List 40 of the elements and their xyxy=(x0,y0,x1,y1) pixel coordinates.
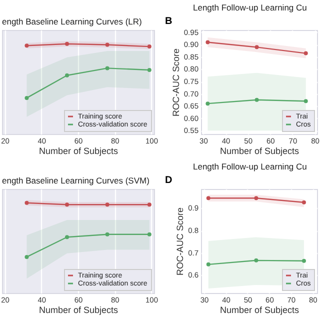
point xyxy=(304,51,308,56)
chart-title: ength Baseline Learning Curves (SVM) xyxy=(2,176,150,186)
point xyxy=(105,66,110,70)
point xyxy=(254,98,259,102)
point xyxy=(24,44,29,48)
chart-title: ength Baseline Learning Curves (LR) xyxy=(2,16,142,26)
x-axis-title: Number of Subjects xyxy=(38,305,119,315)
point xyxy=(105,232,110,236)
x-axis-title: Number of Subjects xyxy=(220,146,300,156)
point xyxy=(24,96,29,100)
point xyxy=(147,68,152,72)
chart-title: Length Follow-up Learning Cu xyxy=(193,162,308,172)
y-axis-title: ROC-AUC Score xyxy=(175,207,186,276)
point xyxy=(302,258,306,263)
x-axis-title: Number of Subjects xyxy=(220,305,300,315)
point xyxy=(24,200,29,205)
point xyxy=(254,45,259,50)
text: B xyxy=(165,16,172,27)
y-axis-title: ROC-AUC Score xyxy=(170,48,181,117)
point xyxy=(254,196,258,200)
point xyxy=(147,232,152,236)
point xyxy=(105,42,110,47)
chart-title: Length Follow-up Learning Cu xyxy=(193,2,308,12)
point xyxy=(254,258,258,262)
point xyxy=(206,262,210,266)
point xyxy=(147,44,152,49)
point xyxy=(206,40,210,44)
point xyxy=(105,202,110,207)
point xyxy=(65,235,70,240)
point xyxy=(65,202,70,207)
point xyxy=(147,202,152,207)
x-axis-title: Number of Subjects xyxy=(38,146,119,156)
point xyxy=(65,73,70,78)
point xyxy=(24,254,29,259)
point xyxy=(304,99,308,104)
text: D xyxy=(165,175,172,186)
point xyxy=(206,102,210,106)
point xyxy=(206,196,210,200)
point xyxy=(65,42,70,46)
point xyxy=(302,200,306,204)
